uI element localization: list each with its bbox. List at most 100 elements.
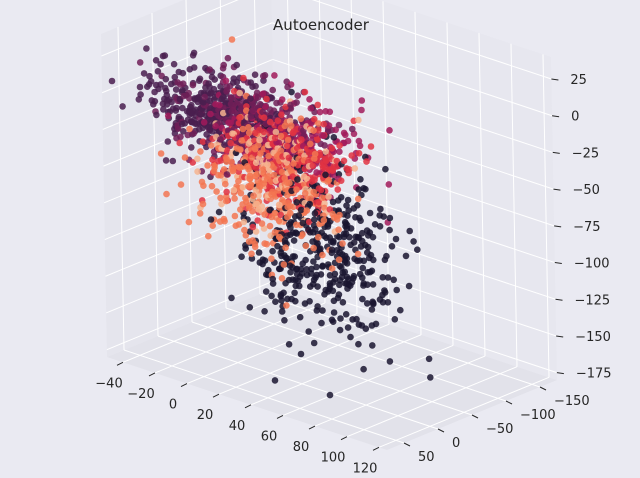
data-point: [261, 211, 269, 218]
data-point: [238, 137, 245, 144]
data-point: [315, 198, 322, 206]
data-point: [329, 287, 337, 295]
data-point: [261, 72, 269, 79]
data-point: [223, 171, 231, 178]
data-point: [289, 264, 296, 271]
data-point: [194, 155, 201, 163]
data-point: [354, 250, 362, 258]
data-point: [280, 261, 288, 268]
data-point: [303, 207, 311, 214]
data-point: [355, 116, 362, 124]
data-point: [319, 307, 326, 314]
data-point: [160, 106, 167, 113]
data-point: [349, 316, 356, 323]
data-point: [320, 132, 327, 140]
data-point: [190, 130, 197, 137]
data-point: [315, 233, 322, 241]
data-point: [220, 166, 228, 173]
data-point: [286, 179, 293, 187]
data-point: [335, 226, 342, 233]
data-point: [136, 83, 144, 91]
x-tick-label: 20: [197, 408, 214, 423]
data-point: [382, 165, 389, 173]
data-point: [209, 222, 216, 229]
data-point: [253, 200, 261, 208]
data-point: [277, 211, 285, 219]
data-point: [360, 282, 367, 289]
data-point: [342, 131, 349, 139]
x-tick-label: 120: [353, 461, 378, 476]
data-point: [310, 222, 318, 229]
data-point: [200, 99, 207, 106]
data-point: [247, 79, 255, 86]
data-point: [336, 142, 343, 149]
data-point: [195, 77, 203, 84]
data-point: [297, 115, 305, 122]
data-point: [208, 73, 216, 81]
data-point: [287, 224, 294, 231]
data-point: [275, 187, 282, 194]
data-point: [298, 270, 306, 277]
data-point: [239, 125, 247, 133]
data-point: [199, 138, 207, 145]
data-point: [257, 150, 264, 157]
data-point: [390, 276, 398, 284]
grid-line: [478, 33, 486, 357]
data-point: [282, 244, 289, 251]
data-point: [368, 306, 376, 313]
data-point: [293, 230, 300, 237]
z-tick-mark: [554, 262, 562, 265]
data-point: [271, 229, 279, 236]
data-point: [347, 241, 355, 249]
data-point: [216, 101, 223, 109]
data-point: [269, 86, 277, 94]
data-point: [256, 183, 264, 190]
data-point: [235, 119, 243, 127]
data-point: [269, 275, 277, 283]
data-point: [293, 221, 300, 229]
data-point: [360, 257, 368, 265]
data-point: [228, 108, 235, 115]
x-tick-mark: [180, 383, 188, 388]
data-point: [278, 275, 286, 282]
data-point: [255, 192, 262, 199]
data-point: [313, 169, 320, 176]
data-point: [261, 257, 269, 264]
data-point: [185, 89, 192, 97]
data-point: [335, 256, 343, 264]
data-point: [164, 138, 172, 145]
data-point: [314, 303, 321, 310]
data-point: [199, 200, 207, 208]
x-tick-mark: [308, 425, 316, 430]
data-point: [261, 308, 268, 315]
data-point: [161, 52, 169, 59]
data-point: [346, 166, 353, 173]
z-tick-label: −100: [574, 257, 610, 272]
data-point: [229, 167, 237, 175]
data-point: [173, 104, 180, 112]
grid-line: [104, 169, 276, 241]
data-point: [169, 157, 177, 165]
y-tick-mark: [471, 414, 479, 419]
x-tick-label: −20: [127, 387, 154, 402]
data-point: [263, 95, 270, 103]
data-point: [189, 52, 197, 59]
data-point: [332, 126, 340, 134]
data-point: [151, 98, 159, 105]
data-point: [246, 172, 254, 180]
data-point: [174, 125, 182, 132]
data-point: [425, 355, 433, 363]
data-point: [184, 131, 192, 139]
data-point: [140, 70, 148, 77]
data-point: [328, 265, 336, 272]
data-point: [220, 215, 228, 223]
data-point: [362, 241, 369, 249]
data-point: [206, 126, 214, 134]
data-point: [155, 85, 162, 93]
data-point: [186, 125, 193, 133]
data-point: [397, 306, 404, 314]
grid-line: [446, 22, 454, 346]
data-point: [268, 292, 275, 300]
data-point: [310, 339, 318, 347]
data-point: [314, 136, 321, 143]
